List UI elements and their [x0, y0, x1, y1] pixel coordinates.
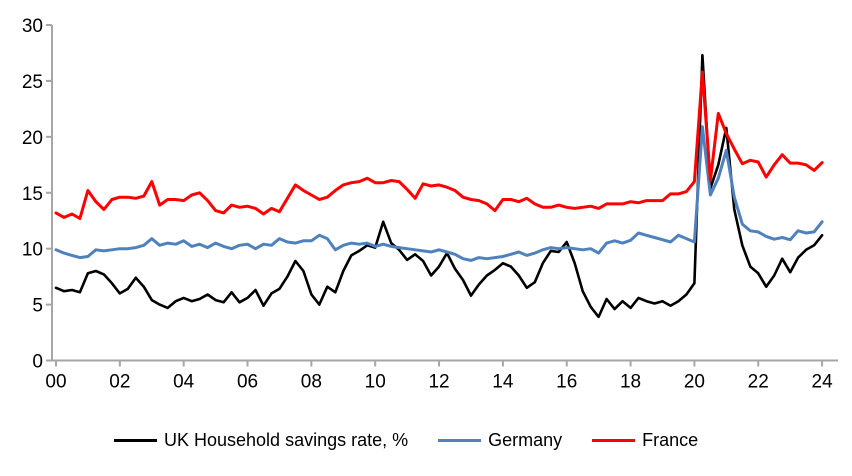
- uk-line-swatch-icon: [114, 439, 157, 442]
- legend-item-france: France: [592, 430, 698, 451]
- svg-text:25: 25: [22, 72, 43, 93]
- y-axis: 0 5 10 15 20 25 30: [22, 16, 53, 373]
- legend-label-france: France: [642, 430, 699, 450]
- germany-line-swatch-icon: [438, 439, 482, 442]
- svg-text:08: 08: [301, 372, 322, 393]
- svg-text:00: 00: [45, 372, 66, 393]
- chart-series-lines: [54, 53, 824, 319]
- svg-text:16: 16: [556, 372, 577, 393]
- svg-text:30: 30: [22, 16, 43, 37]
- svg-text:24: 24: [812, 372, 834, 393]
- series-line-0: [54, 53, 824, 319]
- legend-label-uk: UK Household savings rate, %: [164, 430, 409, 450]
- legend-item-uk: UK Household savings rate, %: [114, 430, 408, 451]
- svg-text:15: 15: [22, 184, 43, 205]
- france-line-swatch-icon: [592, 439, 636, 442]
- svg-text:10: 10: [22, 240, 43, 261]
- svg-text:02: 02: [109, 372, 130, 393]
- series-line-2: [54, 70, 824, 220]
- svg-text:18: 18: [620, 372, 641, 393]
- series-line-1: [54, 125, 824, 262]
- legend-label-germany: Germany: [488, 430, 563, 450]
- svg-text:5: 5: [32, 296, 43, 317]
- svg-text:14: 14: [492, 372, 514, 393]
- x-axis: 00 02 04 06 08 10 12 14 16 18 20 22 24: [45, 359, 838, 393]
- svg-text:06: 06: [237, 372, 258, 393]
- svg-text:04: 04: [173, 372, 195, 393]
- chart-legend: UK Household savings rate, % Germany Fra…: [114, 430, 698, 451]
- svg-text:0: 0: [32, 352, 43, 373]
- svg-text:10: 10: [365, 372, 386, 393]
- svg-text:20: 20: [684, 372, 705, 393]
- svg-text:22: 22: [748, 372, 769, 393]
- svg-text:12: 12: [428, 372, 449, 393]
- svg-text:20: 20: [22, 128, 43, 149]
- legend-item-germany: Germany: [438, 430, 562, 451]
